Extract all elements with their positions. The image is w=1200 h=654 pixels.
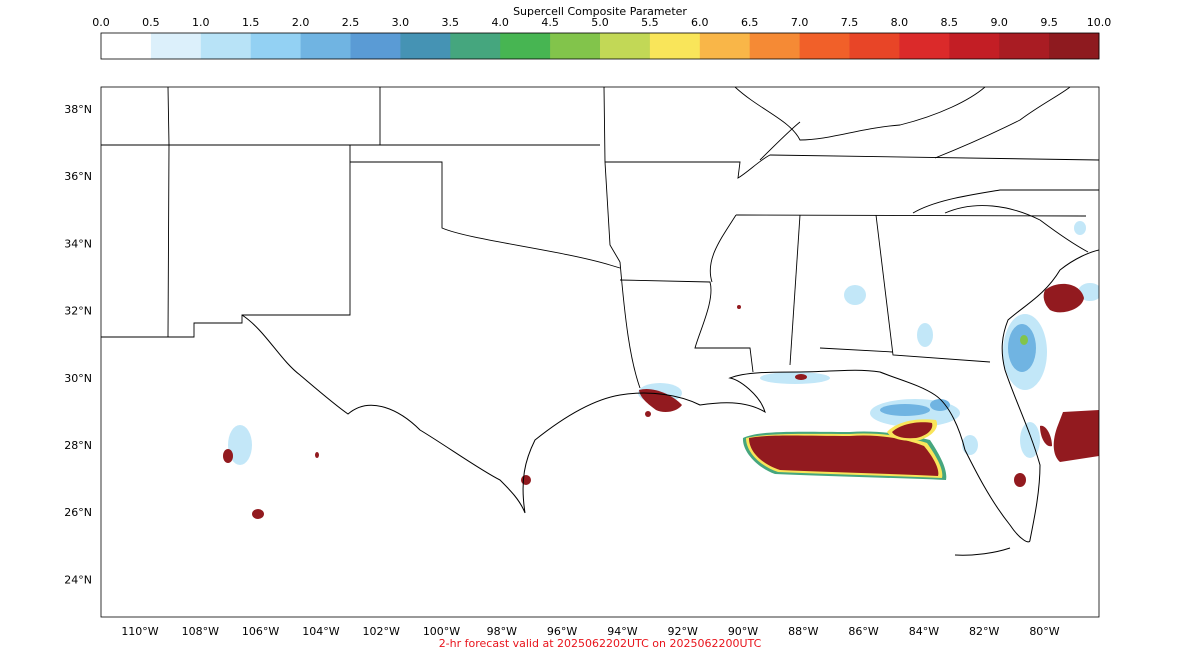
colorbar-swatch [1049,33,1100,59]
colorbar-swatches [101,33,1100,59]
latitude-label: 34°N [64,237,92,250]
colorbar-swatch [250,33,301,59]
colorbar-swatch [899,33,950,59]
colorbar-swatch [400,33,451,59]
longitude-label: 104°W [302,625,339,638]
colorbar-tick-label: 4.5 [541,16,559,29]
latitude-label: 28°N [64,439,92,452]
latitude-label: 30°N [64,372,92,385]
latitude-label: 38°N [64,103,92,116]
longitude-label: 110°W [121,625,158,638]
colorbar-swatch [550,33,601,59]
colorbar-swatch [849,33,900,59]
longitude-label: 80°W [1029,625,1059,638]
colorbar-tick-label: 5.0 [591,16,609,29]
latitude-label: 26°N [64,506,92,519]
state-boundaries [101,87,1099,389]
map-panel: 38°N 36°N 34°N 32°N 30°N 28°N 26°N 24°N 110°W 10… [64,86,1100,638]
colorbar-swatch [101,33,152,59]
forecast-caption: 2-hr forecast valid at 2025062202UTC on … [439,637,762,650]
longitude-label: 106°W [242,625,279,638]
colorbar-tick-label: 3.5 [442,16,460,29]
map-content [101,87,1099,556]
colorbar-swatch [500,33,551,59]
map-frame [100,86,1100,618]
colorbar-tick-label: 6.5 [741,16,759,29]
colorbar-tick-label: 3.0 [392,16,410,29]
longitude-label: 98°W [487,625,517,638]
colorbar-tick-label: 1.5 [242,16,260,29]
colorbar-frame [100,32,1100,60]
colorbar-tick-label: 0.0 [92,16,110,29]
longitude-label: 108°W [182,625,219,638]
colorbar-title: Supercell Composite Parameter [513,5,687,18]
colorbar-swatch [600,33,651,59]
scp-mid-shading [880,324,1036,416]
longitude-label: 102°W [363,625,400,638]
colorbar-swatch [749,33,800,59]
latitude-label: 32°N [64,305,92,318]
longitude-labels: 110°W 108°W 106°W 104°W 102°W 100°W 98°W 96°W 94… [121,625,1059,638]
colorbar-tick-labels: 0.0 0.5 1.0 1.5 2.0 2.5 3.0 3.5 4.0 4.5 5.0 5.5 6.0 6… [92,16,1111,29]
colorbar-tick-label: 2.5 [342,16,360,29]
colorbar-tick-label: 7.0 [791,16,809,29]
longitude-label: 82°W [969,625,999,638]
colorbar-tick-label: 1.0 [192,16,210,29]
longitude-label: 100°W [423,625,460,638]
colorbar-tick-label: 9.0 [990,16,1008,29]
colorbar-tick-label: 6.0 [691,16,709,29]
latitude-label: 36°N [64,170,92,183]
colorbar-tick-label: 2.0 [292,16,310,29]
longitude-label: 92°W [668,625,698,638]
colorbar-swatch [200,33,252,59]
longitude-label: 94°W [607,625,637,638]
colorbar-swatch [350,33,401,59]
colorbar-tick-label: 7.5 [841,16,859,29]
scp-high-regions [223,283,1099,519]
longitude-label: 84°W [909,625,939,638]
colorbar-swatch [999,33,1050,59]
longitude-label: 88°W [788,625,818,638]
latitude-labels: 38°N 36°N 34°N 32°N 30°N 28°N 26°N 24°N [64,103,92,586]
colorbar: Supercell Composite Parameter 0.0 0.5 1.0 1… [92,5,1111,60]
longitude-label: 86°W [848,625,878,638]
colorbar-swatch [699,33,751,59]
colorbar-swatch [450,33,501,59]
colorbar-swatch [300,33,351,59]
latitude-label: 24°N [64,573,92,586]
colorbar-tick-label: 8.0 [891,16,909,29]
longitude-label: 96°W [547,625,577,638]
colorbar-tick-label: 9.5 [1040,16,1058,29]
coastline [241,249,1099,556]
colorbar-tick-label: 0.5 [142,16,160,29]
colorbar-tick-label: 8.5 [941,16,959,29]
longitude-label: 90°W [728,625,758,638]
colorbar-swatch [799,33,850,59]
colorbar-tick-label: 5.5 [641,16,659,29]
colorbar-swatch [949,33,1000,59]
colorbar-swatch [649,33,701,59]
colorbar-tick-label: 4.0 [491,16,509,29]
scp-light-shading [228,221,1099,465]
colorbar-tick-label: 10.0 [1087,16,1112,29]
colorbar-swatch [150,33,202,59]
